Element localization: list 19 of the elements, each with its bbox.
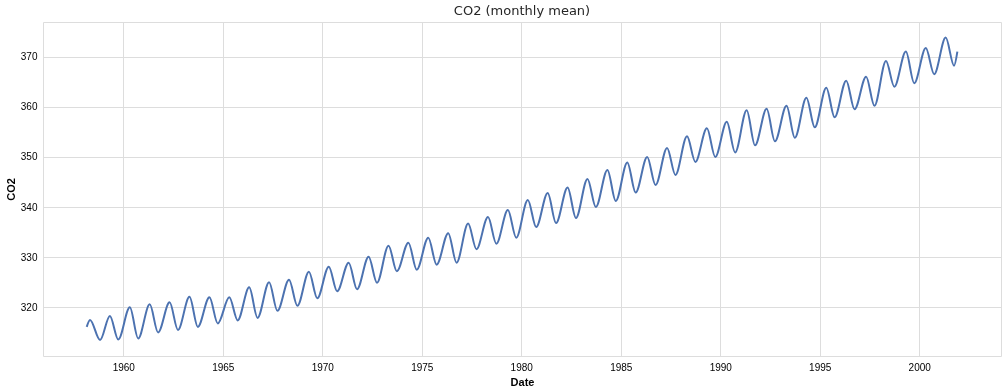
line-series <box>85 36 959 341</box>
x-tick-label: 1995 <box>809 361 832 373</box>
y-tick-label: 370 <box>20 51 38 63</box>
x-tick-label: 1965 <box>212 361 235 373</box>
chart-title: CO2 (monthly mean) <box>453 3 591 18</box>
x-tick-label: 1985 <box>610 361 633 373</box>
y-tick-label: 330 <box>20 251 38 263</box>
x-tick-label: 1960 <box>112 361 136 373</box>
x-axis-title: Date <box>510 375 535 388</box>
x-tick-label: 1975 <box>411 361 434 373</box>
y-tick-label: 360 <box>20 101 38 113</box>
y-tick-label: 340 <box>20 201 38 213</box>
x-tick-label: 1970 <box>311 361 335 373</box>
y-tick-label: 320 <box>20 301 38 313</box>
x-tick-label: 2000 <box>908 361 932 373</box>
y-tick-label: 350 <box>20 151 38 163</box>
x-tick-label: 1990 <box>709 361 733 373</box>
y-axis-title: CO2 <box>4 178 17 201</box>
x-tick-label: 1980 <box>510 361 534 373</box>
